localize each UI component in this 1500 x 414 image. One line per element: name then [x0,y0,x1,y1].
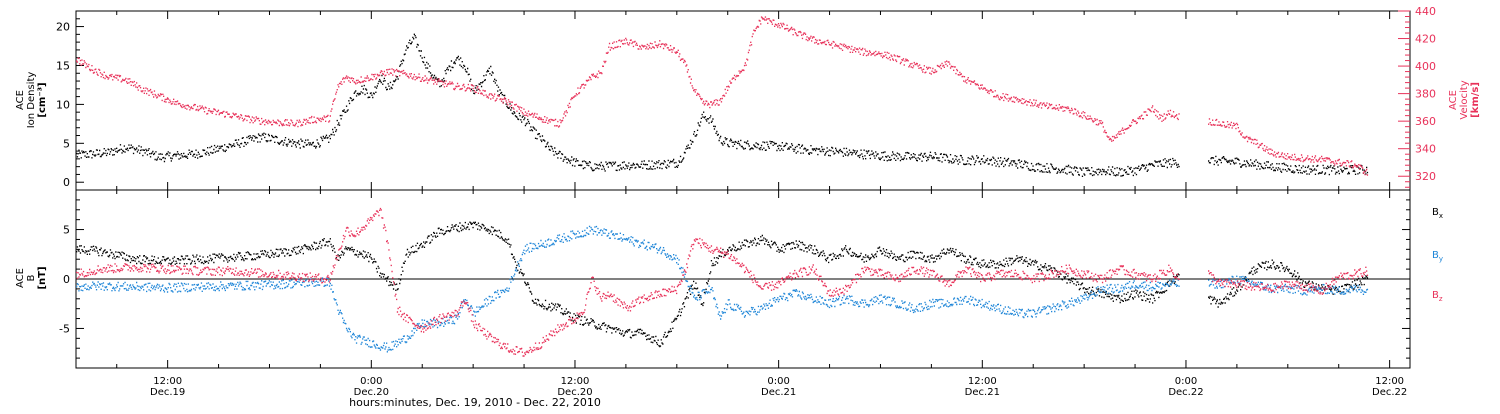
series-ion-density-points [76,33,1369,177]
b-y-tick-label: -5 [59,322,70,335]
y-axis-title-line: [km/s] [1470,82,1481,118]
b-y-tick-label: 5 [63,224,70,237]
y-axis-title-line: [cm⁻³] [37,82,48,117]
series-velocity-points [76,16,1369,176]
right-y-tick-label: 360 [1415,115,1436,128]
legend-bx: Bx [1432,207,1443,220]
x-tick-date-label: Dec.21 [761,387,796,398]
right-y-tick-label: 400 [1415,60,1436,73]
y-axis-title-line: ACE [15,268,26,288]
left-y-tick-label: 20 [56,21,70,34]
x-axis-title: hours:minutes, Dec. 19, 2010 - Dec. 22, … [349,396,601,409]
x-tick-date-label: Dec.22 [1168,387,1203,398]
series-bx-points [76,221,1369,348]
x-tick-time-label: 0:00 [1175,376,1197,387]
right-y-axis-title: ACE Velocity [km/s] [1448,80,1481,119]
y-axis-title-line: Velocity [1459,80,1470,119]
right-y-tick-label: 420 [1415,33,1436,46]
x-tick-time-label: 0:00 [767,376,789,387]
y-axis-title-line: ACE [1448,90,1459,110]
x-tick-date-label: Dec.22 [1372,387,1407,398]
x-tick-date-label: Dec.21 [965,387,1000,398]
x-tick-time-label: 12:00 [968,376,997,387]
y-axis-title-line: [nT] [37,266,48,289]
x-axis: 12:00Dec.190:00Dec.2012:00Dec.200:00Dec.… [116,11,1407,398]
x-tick-date-label: Dec.20 [354,387,389,398]
x-tick-date-label: Dec.20 [557,387,592,398]
right-y-tick-label: 340 [1415,143,1436,156]
y-axis-title-line: Ion Density [26,72,37,129]
left-y-tick-label: 10 [56,98,70,111]
y-axis-title-line: ACE [15,90,26,110]
left-y-tick-label: 15 [56,59,70,72]
x-tick-time-label: 12:00 [1375,376,1404,387]
legend-bz: Bz [1432,290,1443,303]
x-tick-time-label: 12:00 [153,376,182,387]
left-y-axis-title: ACE Ion Density [cm⁻³] [15,72,48,129]
panel-bottom-magnetic-field: -5 0 5 ACE B [nT] Bx By Bz [15,189,1443,369]
left-y-tick-label: 5 [63,137,70,150]
x-tick-time-label: 0:00 [360,376,382,387]
right-y-tick-label: 320 [1415,170,1436,183]
legend-by: By [1432,250,1443,263]
b-y-tick-label: 0 [63,273,70,286]
x-tick-date-label: Dec.19 [150,387,185,398]
right-y-tick-label: 440 [1415,5,1436,18]
b-y-axis-title: ACE B [nT] [15,266,48,289]
x-tick-time-label: 12:00 [561,376,590,387]
left-y-tick-label: 0 [63,176,70,189]
right-y-tick-label: 380 [1415,88,1436,101]
series-by-points [76,225,1369,353]
y-axis-title-line: B [26,274,37,281]
series-bz-points [76,207,1369,357]
